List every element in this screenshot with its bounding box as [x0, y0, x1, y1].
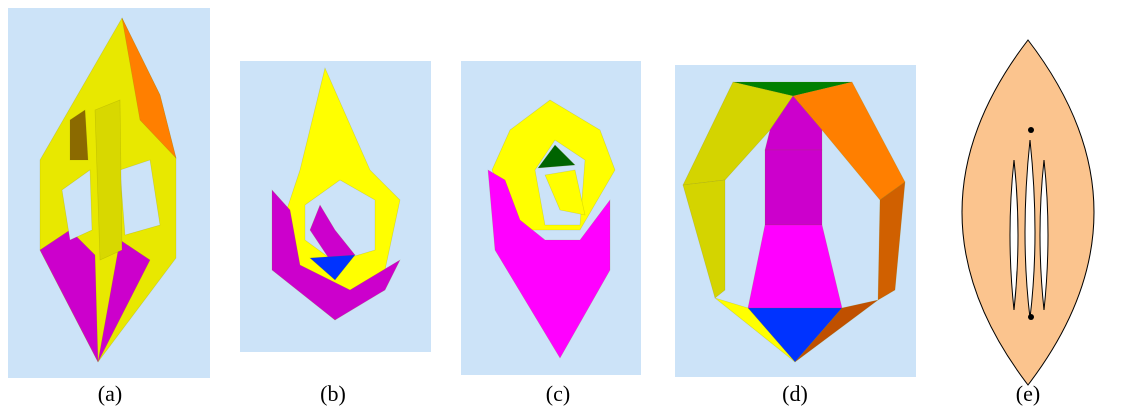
surface: [95, 100, 122, 260]
panel-c: [461, 61, 641, 375]
panel-label: (b): [320, 381, 346, 406]
panel-d: [675, 65, 916, 377]
point: [1028, 127, 1034, 133]
panel-label: (e): [1016, 381, 1040, 406]
point: [1028, 314, 1034, 320]
panel-e: [962, 40, 1094, 385]
panel-a: [8, 8, 210, 378]
panel-label: (a): [98, 381, 122, 406]
figure: (a) (b) (c) (d) (e): [0, 0, 1127, 413]
panel-label: (c): [546, 381, 570, 406]
surface: [765, 150, 822, 225]
panel-label: (d): [782, 381, 808, 406]
panel-b: [240, 61, 431, 352]
